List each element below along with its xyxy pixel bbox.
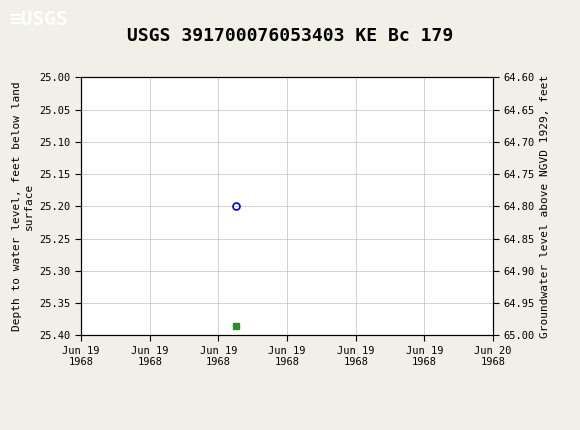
Y-axis label: Groundwater level above NGVD 1929, feet: Groundwater level above NGVD 1929, feet <box>540 75 550 338</box>
Text: ≡USGS: ≡USGS <box>9 10 67 29</box>
Text: USGS 391700076053403 KE Bc 179: USGS 391700076053403 KE Bc 179 <box>127 27 453 45</box>
Y-axis label: Depth to water level, feet below land
surface: Depth to water level, feet below land su… <box>12 82 34 331</box>
